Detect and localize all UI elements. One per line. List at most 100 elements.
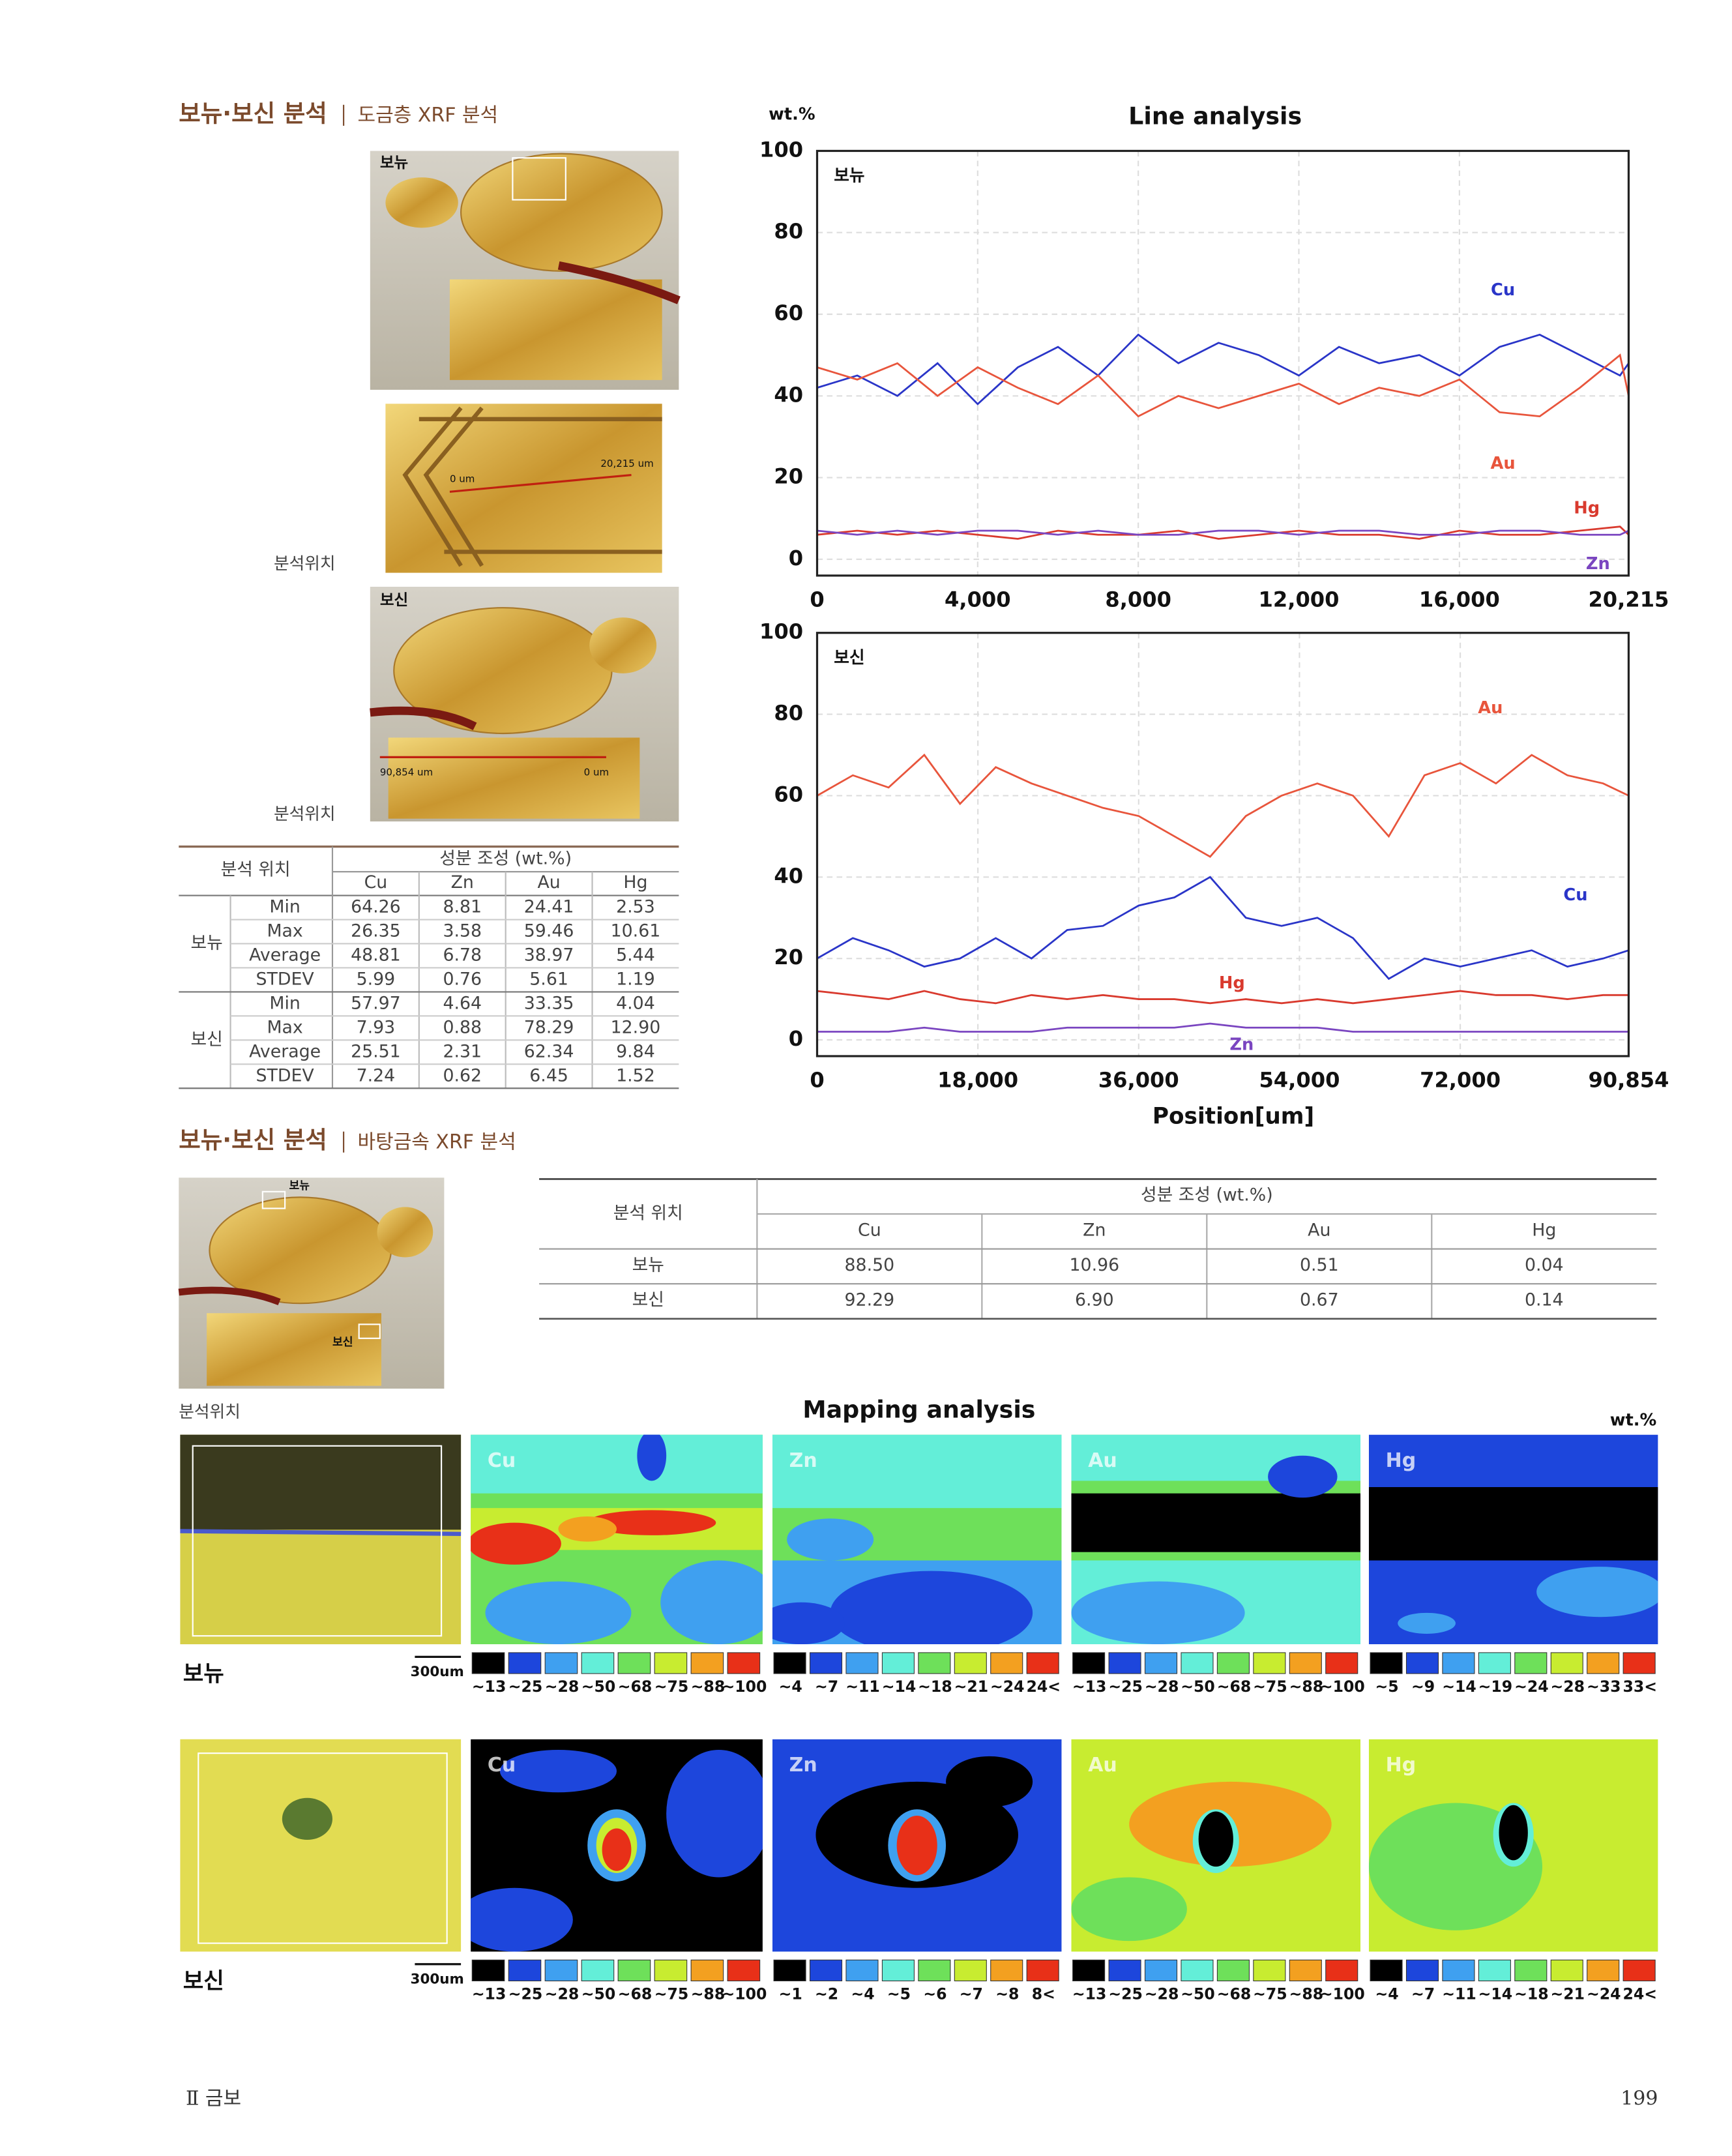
table-cell: 0.88 (443, 1017, 482, 1037)
x-axis-label: Position[um] (1152, 1104, 1314, 1130)
table-cell: 0.14 (1525, 1290, 1564, 1310)
table-cell: 8.81 (443, 897, 482, 917)
y-tick-label: 80 (774, 219, 803, 244)
legend-label: ~13 (1072, 1985, 1107, 2003)
legend-label: ~68 (618, 1677, 653, 1696)
legend-swatch (809, 1959, 843, 1981)
map-element-label: Cu (488, 1449, 516, 1472)
legend-swatch (581, 1959, 615, 1981)
chart-title: Line analysis (1128, 102, 1302, 130)
legend-label: ~14 (1478, 1985, 1513, 2003)
table-group: 보뉴 (191, 933, 223, 953)
x-tick-label: 18,000 (937, 1068, 1018, 1093)
plot-frame (815, 632, 1630, 1057)
section-subtitle: 바탕금속 XRF 분석 (358, 1130, 516, 1153)
legend-swatch (727, 1959, 761, 1981)
table-cell: 5.61 (529, 969, 568, 989)
legend-swatch (845, 1959, 879, 1981)
legend-label: ~6 (923, 1985, 947, 2003)
location-label: 분석위치 (179, 1402, 241, 1422)
y-tick-label: 40 (774, 382, 803, 407)
legend-swatch (508, 1959, 542, 1981)
photo (385, 404, 662, 573)
legend-label: ~18 (1514, 1985, 1549, 2003)
table-cell: 0.76 (443, 969, 482, 989)
legend-label: ~7 (1411, 1985, 1435, 2003)
legend-swatch (1108, 1959, 1141, 1981)
table-cell: 59.46 (524, 921, 574, 941)
table-header: Cu (364, 872, 388, 893)
table-cell: 6.45 (529, 1065, 568, 1085)
map-element-label: Zn (789, 1754, 817, 1777)
table-header: Hg (623, 872, 647, 893)
legend-swatch (1026, 1959, 1059, 1981)
chart-label: 보뉴 (834, 166, 864, 186)
photo-label: 보뉴 (380, 153, 408, 171)
legend-swatch (1181, 1652, 1214, 1674)
legend-label: ~28 (1551, 1677, 1585, 1696)
x-tick-label: 90,854 (1588, 1068, 1669, 1093)
y-tick-label: 60 (774, 301, 803, 325)
legend-swatch (1550, 1959, 1583, 1981)
element-map (471, 1739, 763, 1952)
table-cell: 0.67 (1300, 1290, 1339, 1310)
table-cell: 78.29 (524, 1017, 574, 1037)
x-tick-label: 54,000 (1259, 1068, 1340, 1093)
x-tick-label: 12,000 (1259, 587, 1340, 612)
series-label: Au (1478, 698, 1503, 718)
y-tick-label: 40 (774, 863, 803, 888)
table-cell: STDEV (256, 969, 315, 989)
table-cell: 48.81 (351, 945, 401, 965)
legend-label: ~11 (845, 1677, 880, 1696)
legend-swatch (1216, 1652, 1250, 1674)
legend-swatch (1253, 1652, 1286, 1674)
legend-swatch (654, 1652, 688, 1674)
legend-label: ~4 (779, 1677, 802, 1696)
legend-swatch (773, 1959, 806, 1981)
data-line (817, 333, 1630, 406)
legend-swatch (1478, 1652, 1511, 1674)
legend-label: ~88 (1289, 1677, 1324, 1696)
series-label: Zn (1586, 554, 1610, 574)
x-tick-label: 72,000 (1420, 1068, 1501, 1093)
legend-label: ~21 (1551, 1985, 1585, 2003)
y-tick-label: 0 (789, 546, 803, 570)
table-cell: 25.51 (351, 1041, 401, 1061)
legend-label: 24< (1622, 1985, 1657, 2003)
legend-label: ~33 (1587, 1677, 1621, 1696)
photo-label: 보뉴 (289, 1179, 310, 1192)
chart-label: 보신 (834, 648, 864, 668)
legend-swatch (1514, 1959, 1548, 1981)
legend-label: ~1 (779, 1985, 802, 2003)
legend-label: ~75 (1253, 1985, 1287, 2003)
y-tick-label: 20 (774, 464, 803, 489)
legend-swatch (1587, 1652, 1620, 1674)
legend-label: ~68 (1217, 1677, 1252, 1696)
legend-swatch (1442, 1959, 1475, 1981)
table-cell: 10.61 (611, 921, 661, 941)
micro-photo (180, 1739, 462, 1952)
page-number: 199 (1621, 2088, 1658, 2110)
table-cell: 5.99 (357, 969, 396, 989)
legend-label: ~100 (722, 1985, 767, 2003)
legend-label: ~28 (1145, 1985, 1179, 2003)
table-cell: Max (267, 1017, 302, 1037)
legend-swatch (1370, 1652, 1403, 1674)
table-cell: 12.90 (611, 1017, 661, 1037)
legend-label: ~14 (882, 1677, 917, 1696)
legend-swatch (773, 1652, 806, 1674)
legend-label: ~2 (815, 1985, 838, 2003)
element-map (1071, 1739, 1361, 1952)
table-cell: 3.58 (443, 921, 482, 941)
legend-swatch (1253, 1959, 1286, 1981)
legend-label: ~4 (851, 1985, 874, 2003)
legend-label: ~28 (545, 1985, 580, 2003)
plot-area (817, 151, 1629, 576)
legend-swatch (690, 1959, 724, 1981)
table-cell: 62.34 (524, 1041, 574, 1061)
legend-swatch (1181, 1959, 1214, 1981)
map-element-label: Au (1088, 1754, 1117, 1777)
legend-swatch (508, 1652, 542, 1674)
legend-label: ~25 (508, 1677, 543, 1696)
